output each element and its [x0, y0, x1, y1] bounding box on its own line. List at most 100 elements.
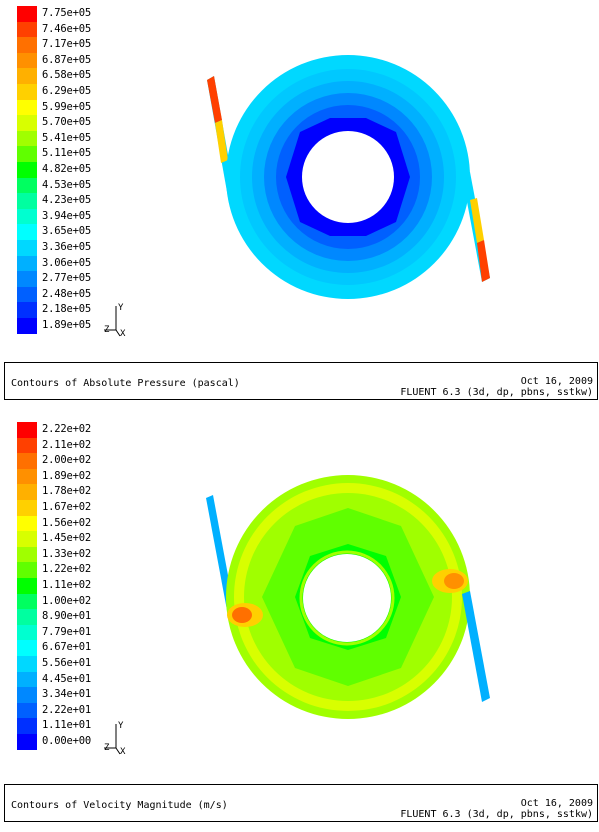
- pressure-caption-box: Contours of Absolute Pressure (pascal) O…: [4, 362, 598, 400]
- legend-entry: 4.23e+05: [14, 193, 124, 210]
- legend-tick-label: 1.56e+02: [42, 516, 91, 529]
- legend-swatch: [17, 6, 37, 23]
- legend-entry: 7.17e+05: [14, 37, 124, 54]
- velocity-caption-box: Contours of Velocity Magnitude (m/s) Oct…: [4, 784, 598, 822]
- legend-entry: 3.06e+05: [14, 255, 124, 272]
- legend-tick-label: 7.79e+01: [42, 625, 91, 638]
- legend-swatch: [17, 687, 37, 704]
- legend-entry: 5.41e+05: [14, 130, 124, 147]
- legend-tick-label: 2.77e+05: [42, 272, 91, 285]
- legend-swatch: [17, 318, 37, 335]
- velocity-solver: FLUENT 6.3 (3d, dp, pbns, sstkw): [400, 809, 593, 820]
- legend-swatch: [17, 671, 37, 688]
- legend-entry: 1.89e+05: [14, 318, 124, 335]
- pressure-date: Oct 16, 2009: [520, 376, 593, 387]
- legend-tick-label: 7.17e+05: [42, 38, 91, 51]
- axis-z-label: Z: [104, 743, 110, 753]
- legend-tick-label: 3.36e+05: [42, 241, 91, 253]
- legend-tick-label: 1.00e+02: [42, 594, 91, 607]
- legend-entry: 0.00e+00: [14, 734, 124, 751]
- legend-swatch: [17, 546, 37, 563]
- legend-tick-label: 4.82e+05: [42, 163, 91, 175]
- legend-entry: 2.11e+02: [14, 437, 124, 454]
- legend-swatch: [17, 99, 37, 116]
- pressure-contour-plot: [207, 55, 490, 299]
- legend-tick-label: 4.53e+05: [42, 178, 91, 191]
- legend-tick-label: 5.70e+05: [42, 116, 91, 129]
- legend-swatch: [17, 531, 37, 548]
- pressure-right-blade-tip: [477, 240, 490, 282]
- legend-tick-label: 5.41e+05: [42, 131, 91, 144]
- pressure-left-blade-mid: [215, 120, 228, 163]
- legend-tick-label: 4.45e+01: [42, 672, 91, 685]
- legend-entry: 5.11e+05: [14, 146, 124, 163]
- legend-swatch: [17, 286, 37, 303]
- legend-entry: 2.22e+01: [14, 702, 124, 719]
- legend-tick-label: 3.34e+01: [42, 688, 91, 701]
- legend-swatch: [17, 224, 37, 241]
- legend-swatch: [17, 422, 37, 439]
- velocity-panel: 2.22e+02 2.11e+02 2.00e+02 1.89e+02 1.78e+02…: [0, 416, 599, 761]
- legend-tick-label: 8.90e+01: [42, 610, 91, 623]
- velocity-contour-plot: [206, 475, 490, 719]
- pressure-title: Contours of Absolute Pressure (pascal): [11, 378, 240, 389]
- legend-tick-label: 6.58e+05: [42, 69, 91, 82]
- legend-entry: 8.90e+01: [14, 609, 124, 626]
- legend-tick-label: 0.00e+00: [42, 735, 91, 747]
- velocity-date: Oct 16, 2009: [520, 798, 593, 809]
- legend-swatch: [17, 177, 37, 194]
- legend-entry: 7.75e+05: [14, 6, 124, 23]
- velocity-title: Contours of Velocity Magnitude (m/s): [11, 800, 228, 811]
- legend-swatch: [17, 208, 37, 225]
- legend-tick-label: 7.46e+05: [42, 22, 91, 35]
- legend-swatch: [17, 593, 37, 610]
- legend-entry: 1.67e+02: [14, 500, 124, 517]
- velocity-right-hotspot-core: [444, 573, 464, 589]
- legend-tick-label: 1.78e+02: [42, 485, 91, 498]
- legend-swatch: [17, 255, 37, 272]
- legend-entry: 5.56e+01: [14, 656, 124, 673]
- legend-tick-label: 3.94e+05: [42, 209, 91, 222]
- legend-entry: 5.70e+05: [14, 115, 124, 132]
- legend-swatch: [17, 115, 37, 132]
- legend-tick-label: 3.65e+05: [42, 225, 91, 238]
- legend-tick-label: 1.33e+02: [42, 547, 91, 560]
- legend-entry: 3.34e+01: [14, 687, 124, 704]
- legend-tick-label: 6.29e+05: [42, 85, 91, 97]
- legend-entry: 2.48e+05: [14, 286, 124, 303]
- legend-swatch: [17, 702, 37, 719]
- legend-entry: 2.22e+02: [14, 422, 124, 439]
- legend-entry: 6.67e+01: [14, 640, 124, 657]
- legend-swatch: [17, 453, 37, 470]
- legend-tick-label: 1.89e+02: [42, 469, 91, 482]
- legend-entry: 2.77e+05: [14, 271, 124, 288]
- legend-tick-label: 5.99e+05: [42, 100, 91, 113]
- legend-swatch: [17, 734, 37, 751]
- legend-entry: 1.11e+02: [14, 578, 124, 595]
- legend-entry: 7.79e+01: [14, 624, 124, 641]
- legend-swatch: [17, 68, 37, 85]
- legend-entry: 3.94e+05: [14, 208, 124, 225]
- legend-swatch: [17, 84, 37, 101]
- legend-swatch: [17, 146, 37, 163]
- legend-swatch: [17, 500, 37, 517]
- legend-tick-label: 2.00e+02: [42, 454, 91, 467]
- legend-swatch: [17, 52, 37, 69]
- legend-tick-label: 1.89e+05: [42, 319, 91, 331]
- legend-entry: 1.22e+02: [14, 562, 124, 579]
- velocity-inner-hole: [303, 554, 391, 642]
- legend-tick-label: 2.22e+01: [42, 703, 91, 716]
- legend-entry: 2.00e+02: [14, 453, 124, 470]
- legend-tick-label: 1.11e+02: [42, 579, 91, 591]
- legend-entry: 1.78e+02: [14, 484, 124, 501]
- legend-swatch: [17, 656, 37, 673]
- legend-swatch: [17, 624, 37, 641]
- pressure-inner-hole: [302, 131, 394, 223]
- legend-entry: 1.89e+02: [14, 468, 124, 485]
- legend-entry: 5.99e+05: [14, 99, 124, 116]
- legend-swatch: [17, 193, 37, 210]
- axis-x-label: X: [120, 747, 126, 757]
- axis-y-label: Y: [118, 303, 124, 313]
- legend-swatch: [17, 468, 37, 485]
- legend-swatch: [17, 240, 37, 257]
